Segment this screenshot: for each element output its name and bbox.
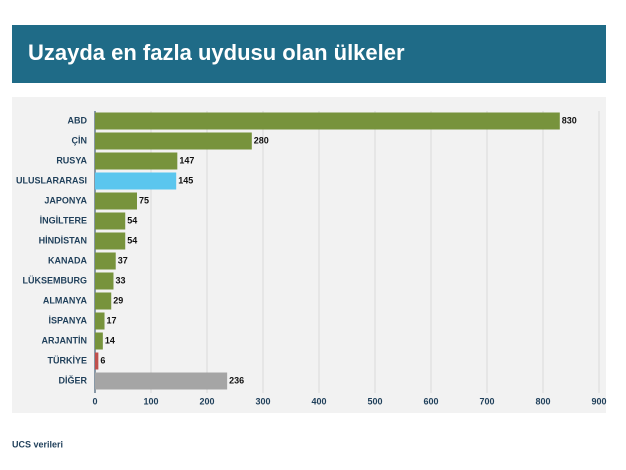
title-banner xyxy=(12,25,606,83)
y-tick-label: JAPONYA xyxy=(44,195,87,205)
value-label: 33 xyxy=(115,275,125,285)
x-tick-label: 900 xyxy=(591,396,606,406)
value-label: 29 xyxy=(113,295,123,305)
x-tick-label: 100 xyxy=(143,396,158,406)
y-tick-label: DİĞER xyxy=(58,374,87,385)
value-label: 236 xyxy=(229,375,244,385)
bar xyxy=(95,332,103,350)
y-tick-label: ULUSLARARASI xyxy=(16,175,87,185)
y-tick-label: KANADA xyxy=(48,255,87,265)
y-tick-label: İNGİLTERE xyxy=(40,215,87,225)
bar xyxy=(95,172,177,190)
bar xyxy=(95,152,178,170)
y-tick-label: HİNDİSTAN xyxy=(39,235,87,245)
y-tick-label: İSPANYA xyxy=(48,315,87,325)
value-label: 14 xyxy=(105,335,115,345)
value-label: 37 xyxy=(118,255,128,265)
y-tick-label: RUSYA xyxy=(56,155,87,165)
value-label: 147 xyxy=(179,155,194,165)
value-label: 280 xyxy=(254,135,269,145)
bar xyxy=(95,192,137,210)
value-label: 830 xyxy=(562,115,577,125)
x-tick-label: 600 xyxy=(423,396,438,406)
x-tick-label: 500 xyxy=(367,396,382,406)
y-tick-label: ALMANYA xyxy=(43,295,88,305)
x-tick-label: 800 xyxy=(535,396,550,406)
chart-title: Uzayda en fazla uydusu olan ülkeler xyxy=(28,40,405,65)
bar xyxy=(95,212,126,230)
bar xyxy=(95,372,228,390)
x-tick-label: 300 xyxy=(255,396,270,406)
bar xyxy=(95,312,105,330)
bar xyxy=(95,252,116,270)
bar xyxy=(95,132,252,150)
value-label: 54 xyxy=(127,215,137,225)
bar xyxy=(95,292,112,310)
bar xyxy=(95,272,114,290)
y-tick-label: ABD xyxy=(68,115,88,125)
y-tick-label: ÇİN xyxy=(72,135,88,145)
value-label: 6 xyxy=(100,355,105,365)
value-label: 17 xyxy=(107,315,117,325)
x-tick-label: 700 xyxy=(479,396,494,406)
bar xyxy=(95,112,560,130)
bar xyxy=(95,232,126,250)
y-tick-label: ARJANTİN xyxy=(41,335,87,345)
x-tick-label: 0 xyxy=(92,396,97,406)
y-tick-label: LÜKSEMBURG xyxy=(23,275,88,285)
y-tick-label: TÜRKİYE xyxy=(47,355,87,365)
bar xyxy=(95,352,99,370)
source: UCS verileri xyxy=(12,439,63,449)
x-tick-label: 200 xyxy=(199,396,214,406)
value-label: 54 xyxy=(127,235,137,245)
value-label: 145 xyxy=(178,175,193,185)
x-tick-label: 400 xyxy=(311,396,326,406)
value-label: 75 xyxy=(139,195,149,205)
